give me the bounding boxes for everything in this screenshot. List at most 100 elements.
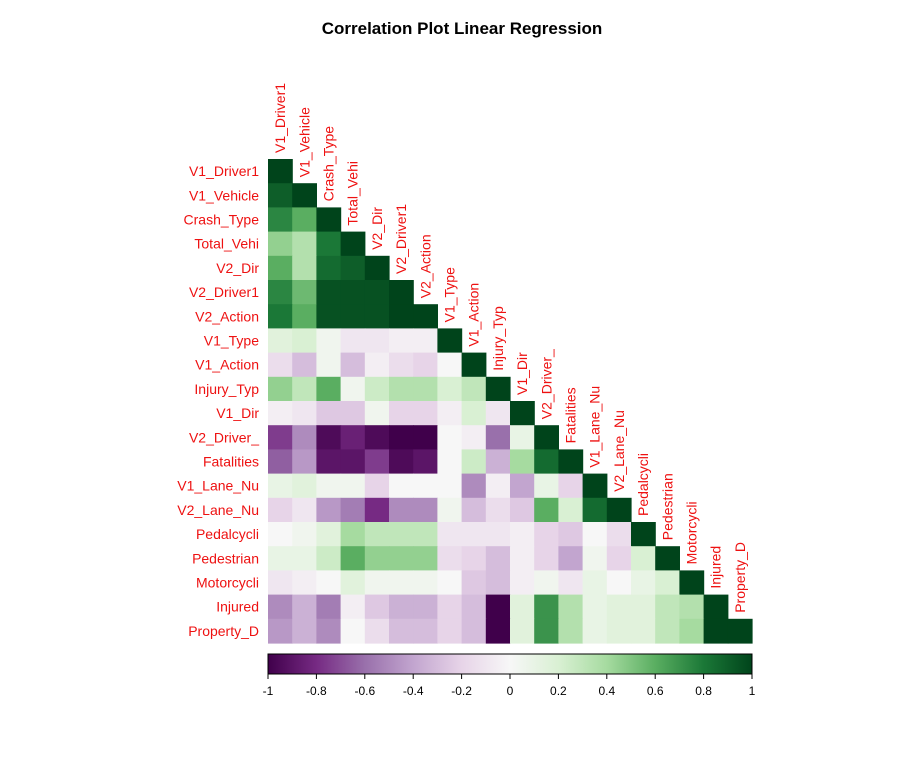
heatmap-cell xyxy=(268,546,293,571)
heatmap-cell xyxy=(582,570,608,596)
heatmap-cell xyxy=(340,231,366,257)
colorbar-tick-label: -0.6 xyxy=(354,684,375,698)
heatmap-cell xyxy=(582,522,608,547)
heatmap-cell xyxy=(292,546,317,571)
heatmap-cell xyxy=(437,328,463,354)
heatmap-cell xyxy=(558,546,584,571)
heatmap-cell xyxy=(292,473,317,499)
heatmap-cell xyxy=(340,497,366,523)
heatmap-cell xyxy=(413,522,438,547)
heatmap-cell xyxy=(534,594,559,620)
heatmap-cell xyxy=(268,401,293,426)
heatmap-cell xyxy=(606,546,632,571)
heatmap-cell xyxy=(340,328,366,354)
column-label: V1_Driver1 xyxy=(272,83,288,153)
row-label: Property_D xyxy=(188,623,259,639)
heatmap-cell xyxy=(437,425,463,450)
heatmap-cell xyxy=(631,570,656,596)
heatmap-cell xyxy=(510,546,535,571)
heatmap-cell xyxy=(364,497,390,523)
heatmap-cell xyxy=(389,401,414,426)
heatmap-cell xyxy=(534,618,559,644)
heatmap-cell xyxy=(316,425,342,450)
heatmap-cell xyxy=(389,425,414,450)
heatmap-cell xyxy=(631,546,656,571)
heatmap-cell xyxy=(679,594,705,620)
heatmap-cell xyxy=(268,522,293,547)
heatmap-cell xyxy=(340,376,366,402)
heatmap-cell xyxy=(485,594,511,620)
heatmap-cell xyxy=(316,473,342,499)
heatmap-cell xyxy=(606,522,632,547)
heatmap-cell xyxy=(606,497,632,523)
heatmap-cell xyxy=(364,449,390,475)
heatmap-cell xyxy=(461,352,487,378)
heatmap-cell xyxy=(461,449,487,475)
heatmap-cell xyxy=(703,594,729,620)
column-label: Total_Vehi xyxy=(345,161,361,226)
heatmap-cell xyxy=(413,473,438,499)
column-label: V2_Driver1 xyxy=(393,204,409,274)
heatmap-cell xyxy=(558,449,584,475)
heatmap-cell xyxy=(389,473,414,499)
heatmap-cell xyxy=(316,401,342,426)
heatmap-cell xyxy=(437,570,463,596)
heatmap-cell xyxy=(268,352,293,378)
heatmap-cell xyxy=(292,304,317,329)
heatmap-cell xyxy=(655,618,680,644)
heatmap-cell xyxy=(389,570,414,596)
heatmap-cell xyxy=(413,304,438,329)
row-label: V1_Driver1 xyxy=(189,163,259,179)
heatmap-cell xyxy=(292,570,317,596)
heatmap-cell xyxy=(340,280,366,305)
heatmap-cell xyxy=(340,401,366,426)
heatmap-cell xyxy=(316,497,342,523)
heatmap-cell xyxy=(389,546,414,571)
row-label: V1_Type xyxy=(204,333,259,349)
column-label: Injured xyxy=(708,546,724,589)
heatmap-cell xyxy=(364,255,390,281)
heatmap-cell xyxy=(510,570,535,596)
heatmap-cell xyxy=(485,473,511,499)
heatmap-cell xyxy=(510,618,535,644)
heatmap-cell xyxy=(558,522,584,547)
row-label: Motorcycli xyxy=(196,575,259,591)
heatmap-cell xyxy=(389,328,414,354)
heatmap-cell xyxy=(268,255,293,281)
heatmap-cell xyxy=(364,376,390,402)
heatmap-cell xyxy=(437,546,463,571)
row-label: V2_Lane_Nu xyxy=(177,502,259,518)
heatmap-cell xyxy=(292,352,317,378)
heatmap-cell xyxy=(485,401,511,426)
heatmap-cell xyxy=(582,594,608,620)
heatmap-cells xyxy=(268,159,753,644)
heatmap-cell xyxy=(389,522,414,547)
column-label: Crash_Type xyxy=(321,126,337,202)
heatmap-cell xyxy=(461,376,487,402)
heatmap-cell xyxy=(413,594,438,620)
row-label: V2_Action xyxy=(195,308,259,324)
heatmap-cell xyxy=(292,183,317,208)
heatmap-cell xyxy=(461,546,487,571)
heatmap-cell xyxy=(316,546,342,571)
heatmap-cell xyxy=(534,425,559,450)
heatmap-cell xyxy=(413,570,438,596)
heatmap-cell xyxy=(582,618,608,644)
row-label: V2_Driver_ xyxy=(189,429,259,445)
heatmap-cell xyxy=(558,618,584,644)
heatmap-cell xyxy=(461,570,487,596)
heatmap-cell xyxy=(510,449,535,475)
heatmap-cell xyxy=(485,497,511,523)
row-label: V1_Dir xyxy=(216,405,259,421)
heatmap-cell xyxy=(485,449,511,475)
heatmap-cell xyxy=(679,570,705,596)
heatmap-cell xyxy=(679,618,705,644)
column-label: Pedalcycli xyxy=(635,453,651,516)
heatmap-cell xyxy=(292,449,317,475)
heatmap-cell xyxy=(364,425,390,450)
heatmap-cell xyxy=(364,280,390,305)
heatmap-cell xyxy=(558,497,584,523)
row-label: V1_Vehicle xyxy=(189,187,259,203)
heatmap-cell xyxy=(461,425,487,450)
heatmap-cell xyxy=(268,449,293,475)
